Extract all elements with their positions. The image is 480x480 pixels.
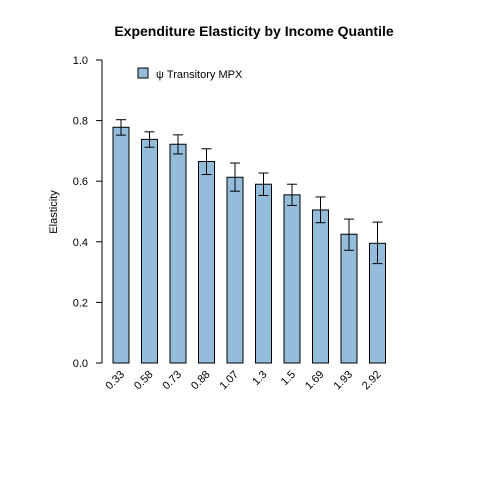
- bar: [198, 161, 215, 364]
- bar: [112, 126, 130, 364]
- x-tick-label: 0.88: [189, 369, 213, 393]
- bar: [283, 194, 301, 364]
- y-axis-label: Elasticity: [48, 190, 60, 234]
- legend-label: ψ Transitory MPX: [156, 69, 243, 81]
- x-tick-label: 0.58: [132, 369, 156, 393]
- x-axis-tick-labels: 0.33 0.58 0.73 0.88 1.07 1.3 1.5 1.69 1.93 2.92: [103, 369, 383, 393]
- y-tick-label: 1.0: [73, 55, 88, 67]
- bar: [255, 183, 272, 364]
- y-tick-label: 0.2: [73, 297, 88, 309]
- legend-swatch: [137, 67, 149, 79]
- bar: [169, 143, 187, 364]
- bar: [226, 176, 244, 364]
- bar: [340, 233, 358, 364]
- y-tick-label: 0.8: [73, 116, 88, 128]
- x-tick-label: 1.07: [217, 369, 241, 393]
- bar: [312, 209, 329, 364]
- bars: [112, 119, 386, 364]
- legend: ψ Transitory MPX: [137, 67, 243, 81]
- x-tick-label: 2.92: [360, 369, 384, 393]
- x-tick-label: 1.5: [279, 369, 298, 388]
- y-tick-label: 0.6: [73, 176, 88, 188]
- y-axis: 0.0 0.2 0.4 0.6 0.8 1.0: [73, 55, 103, 370]
- x-tick-label: 1.3: [250, 369, 269, 388]
- x-tick-label: 0.73: [160, 369, 184, 393]
- chart-title: Expenditure Elasticity by Income Quantil…: [114, 23, 394, 39]
- x-tick-label: 1.93: [331, 369, 355, 393]
- x-tick-label: 1.69: [303, 369, 327, 393]
- bar: [141, 138, 158, 364]
- x-tick-label: 0.33: [103, 369, 127, 393]
- y-tick-label: 0.4: [73, 237, 88, 249]
- y-tick-label: 0.0: [73, 358, 88, 370]
